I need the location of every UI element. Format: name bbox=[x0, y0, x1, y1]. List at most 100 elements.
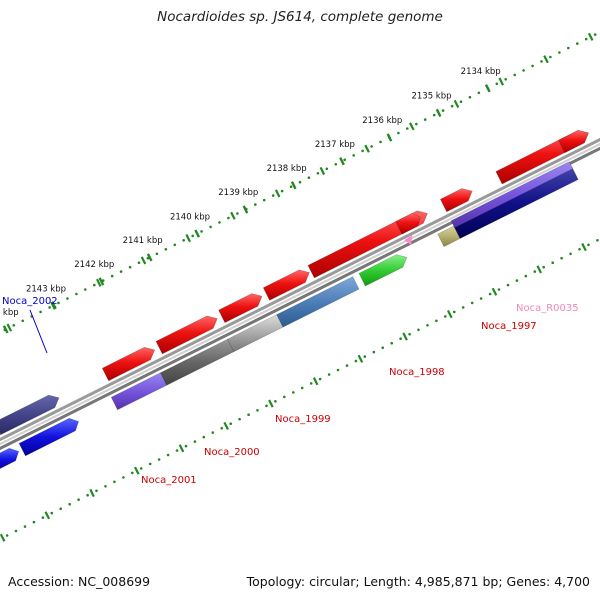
ruler-major-tick bbox=[0, 533, 6, 542]
ruler-dot bbox=[363, 355, 367, 358]
ruler-dot bbox=[345, 364, 349, 367]
ruler-dot bbox=[399, 337, 402, 341]
ruler-dot bbox=[274, 400, 277, 403]
kbp-tick-mark bbox=[242, 205, 249, 214]
ruler-dot bbox=[68, 502, 71, 506]
ruler-dot bbox=[444, 315, 447, 318]
ruler-dot bbox=[200, 230, 203, 233]
ruler-major-tick bbox=[453, 99, 460, 108]
gene-blue-arrow[interactable] bbox=[0, 447, 20, 471]
gene-blue-arrow[interactable] bbox=[18, 417, 79, 457]
ruler-dot bbox=[48, 306, 51, 309]
gene-label-noca-1999[interactable]: Noca_1999 bbox=[275, 414, 331, 425]
ruler-dot bbox=[309, 382, 313, 385]
ruler-dot bbox=[461, 306, 465, 309]
gene-label-noca-2001[interactable]: Noca_2001 bbox=[141, 475, 197, 486]
genome-backbone bbox=[0, 137, 600, 451]
gene-noca-2001-arrow[interactable] bbox=[110, 372, 168, 411]
ruler-dot bbox=[209, 225, 212, 229]
ruler-dot bbox=[479, 297, 483, 300]
gene-noca-1998-arrow[interactable] bbox=[262, 269, 310, 301]
gene-red-small-arrow[interactable] bbox=[395, 213, 421, 235]
ruler-dot bbox=[113, 480, 116, 484]
ruler-dot bbox=[318, 377, 322, 381]
kbp-tick-label: 2134 kbp bbox=[461, 67, 501, 77]
ruler-major-tick bbox=[581, 243, 587, 252]
ruler-major-tick bbox=[364, 144, 370, 153]
ruler-major-tick bbox=[498, 77, 504, 86]
kbp-tick-label: 2138 kbp bbox=[267, 164, 307, 174]
ruler-dot bbox=[379, 140, 382, 144]
ruler-dot bbox=[220, 426, 223, 430]
ruler-dot bbox=[327, 373, 331, 376]
ruler-dot bbox=[397, 131, 400, 135]
ruler-dot bbox=[343, 158, 347, 162]
ruler-dot bbox=[247, 413, 250, 417]
ruler-dot bbox=[596, 239, 599, 242]
ruler-major-tick bbox=[402, 332, 408, 341]
ruler-dot bbox=[93, 283, 96, 287]
ruler-dot bbox=[390, 341, 394, 345]
ruler-dot bbox=[173, 243, 177, 247]
ruler-dot bbox=[497, 288, 501, 291]
ruler-dot bbox=[193, 440, 197, 443]
ruler-dot bbox=[95, 489, 98, 493]
ruler-dot bbox=[122, 476, 125, 479]
gene-label-noca-1998[interactable]: Noca_1998 bbox=[389, 367, 445, 378]
ruler-major-tick bbox=[491, 287, 498, 296]
ruler-major-tick bbox=[140, 256, 147, 265]
ruler-dot bbox=[477, 91, 481, 95]
ruler-dot bbox=[370, 145, 373, 148]
ruler-dot bbox=[316, 172, 320, 175]
ruler-major-tick bbox=[409, 122, 415, 131]
gene-label-noca-1997[interactable]: Noca_1997 bbox=[481, 321, 537, 332]
ruler-dot bbox=[254, 203, 257, 206]
ruler-dot bbox=[14, 529, 18, 533]
ruler-dot bbox=[39, 310, 42, 314]
gene-red-arrow[interactable] bbox=[155, 315, 218, 355]
gene-purple-strip[interactable] bbox=[450, 161, 574, 229]
ruler-dot bbox=[542, 265, 545, 269]
ruler-dot bbox=[488, 292, 492, 296]
topology-summary: Topology: circular; Length: 4,985,871 bp… bbox=[246, 574, 590, 589]
ruler-dot bbox=[576, 42, 579, 45]
ruler-dot bbox=[41, 516, 45, 519]
ruler-dot bbox=[459, 100, 463, 103]
ruler-dot bbox=[515, 279, 519, 282]
ruler-dot bbox=[453, 310, 456, 314]
ruler-major-tick bbox=[178, 444, 185, 453]
ruler-major-tick bbox=[223, 421, 229, 430]
gene-noca-2002-arrow[interactable] bbox=[0, 394, 60, 435]
gene-red-arrow[interactable] bbox=[218, 293, 263, 324]
gene-red-arrow[interactable] bbox=[101, 346, 156, 382]
ruler-dot bbox=[119, 270, 123, 273]
kbp-tick-mark bbox=[146, 253, 153, 262]
accession-text: Accession: NC_008699 bbox=[8, 574, 151, 589]
kbp-tick-label: 2135 kbp bbox=[411, 92, 451, 102]
gene-grey-box[interactable] bbox=[0, 422, 2, 441]
ruler-major-tick bbox=[447, 310, 453, 319]
ruler-dot bbox=[325, 167, 329, 171]
ruler-dot bbox=[298, 180, 302, 184]
ruler-major-tick bbox=[587, 32, 594, 41]
kbp-tick-label: 2139 kbp bbox=[218, 188, 258, 198]
ruler-dot bbox=[84, 288, 87, 291]
ruler-dot bbox=[540, 60, 543, 63]
ruler-dot bbox=[57, 301, 60, 305]
ruler-dot bbox=[86, 493, 89, 497]
ruler-major-tick bbox=[96, 278, 102, 287]
ruler-major-tick bbox=[543, 55, 549, 64]
gene-noca-1997-green-arrow[interactable] bbox=[358, 254, 408, 287]
gene-label-noca-2002[interactable]: Noca_2002 bbox=[2, 296, 58, 307]
gene-label-noca-2000[interactable]: Noca_2000 bbox=[204, 447, 260, 458]
gene-noca-1998-box[interactable] bbox=[276, 276, 360, 328]
gene-red-arrow[interactable] bbox=[439, 188, 473, 213]
gene-red-arrow[interactable] bbox=[558, 129, 589, 154]
ruler-dot bbox=[139, 467, 143, 470]
ruler-dot bbox=[506, 283, 510, 287]
ruler-dot bbox=[470, 301, 474, 305]
kbp-tick-mark bbox=[339, 157, 345, 166]
rna-noca-r0035-marker[interactable] bbox=[404, 235, 413, 246]
gene-label-noca-r0035[interactable]: Noca_R0035 bbox=[516, 303, 579, 314]
ruler-dot bbox=[59, 507, 62, 511]
